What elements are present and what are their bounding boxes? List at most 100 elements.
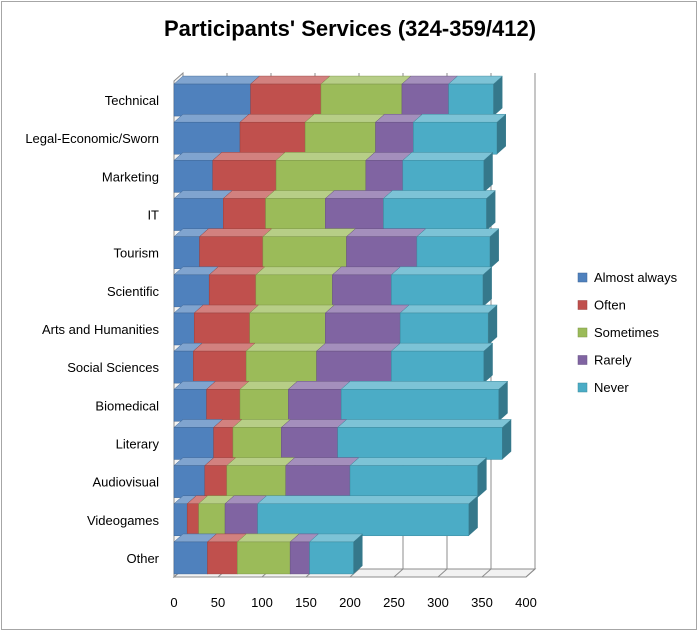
bar-segment bbox=[224, 503, 258, 537]
category-label: Social Sciences bbox=[67, 360, 159, 375]
category-label: IT bbox=[147, 208, 159, 223]
bar-segment bbox=[413, 121, 498, 155]
bar-segment bbox=[289, 541, 310, 575]
bar-segment bbox=[173, 541, 208, 575]
x-tick-label: 50 bbox=[211, 595, 225, 610]
bar-stack bbox=[173, 495, 479, 537]
bar-segment-top bbox=[239, 113, 315, 123]
x-tick-label: 300 bbox=[427, 595, 449, 610]
category-label: Audiovisual bbox=[93, 475, 160, 490]
bar-end-face bbox=[502, 419, 512, 460]
bar-stack bbox=[173, 381, 509, 422]
category-labels: Technical Legal-Economic/Sworn Marketing IT… bbox=[25, 93, 159, 566]
category-label: Arts and Humanities bbox=[42, 322, 160, 337]
bar-segment-top bbox=[236, 533, 300, 543]
bar-segment bbox=[257, 503, 470, 537]
bar-segment bbox=[349, 465, 478, 498]
bar-stack bbox=[173, 304, 498, 346]
bar-segment bbox=[199, 236, 264, 269]
legend-label: Almost always bbox=[594, 270, 678, 285]
bar-segment-top bbox=[249, 75, 331, 85]
category-label: Scientific bbox=[107, 284, 160, 299]
bar-segment bbox=[237, 541, 291, 575]
bar-segment bbox=[173, 83, 251, 117]
bar-segment-top bbox=[208, 266, 266, 276]
bar-segment-top bbox=[264, 190, 336, 199]
bar-segment-top bbox=[304, 113, 386, 123]
bar-stack bbox=[173, 228, 500, 269]
legend-swatch bbox=[577, 382, 588, 393]
bar-segment-top bbox=[173, 113, 250, 123]
bar-stack bbox=[173, 419, 512, 460]
bar-segment-top bbox=[192, 342, 256, 352]
x-tick-labels: 0 50 100 150 200 250 300 350 400 bbox=[170, 595, 536, 610]
legend-swatch bbox=[577, 272, 588, 283]
bar-segment bbox=[332, 274, 392, 308]
bar-segment bbox=[325, 312, 401, 346]
bar-segment bbox=[173, 350, 194, 384]
bar-segment bbox=[399, 312, 489, 346]
bar-end-face bbox=[482, 266, 492, 307]
bar-segment-top bbox=[275, 152, 376, 161]
bar-segment-top bbox=[412, 113, 507, 123]
bar-segment bbox=[226, 465, 287, 498]
bar-segment bbox=[448, 83, 494, 117]
bar-segment-top bbox=[245, 342, 327, 352]
category-label: Other bbox=[126, 551, 159, 566]
bar-segment bbox=[245, 350, 317, 384]
bar-end-face bbox=[483, 152, 493, 193]
bar-stack bbox=[173, 75, 504, 117]
bar-segment bbox=[325, 198, 384, 231]
bar-segment bbox=[206, 389, 241, 422]
bar-segment bbox=[193, 350, 247, 384]
bar-end-face bbox=[489, 228, 499, 269]
bar-segment bbox=[304, 121, 376, 155]
bar-segment-top bbox=[320, 75, 412, 85]
bar-segment-top bbox=[345, 228, 427, 237]
legend-swatch bbox=[577, 300, 588, 310]
floor-gridline bbox=[481, 568, 492, 578]
bar-segment bbox=[275, 160, 367, 193]
bar-segment-top bbox=[262, 228, 357, 237]
bar-segment-top bbox=[280, 419, 348, 428]
bar-stack bbox=[173, 342, 494, 384]
bar-segment bbox=[265, 198, 326, 231]
bar-end-face bbox=[498, 381, 508, 422]
bar-segment-top bbox=[382, 190, 497, 199]
bar-segment bbox=[375, 121, 414, 155]
bar-segment-top bbox=[232, 419, 292, 428]
bar-segment bbox=[402, 160, 485, 193]
bar-segment bbox=[173, 465, 206, 498]
category-label: Videogames bbox=[87, 513, 160, 528]
bar-segment-top bbox=[390, 266, 493, 276]
bar-segment bbox=[173, 236, 200, 269]
bar-segment bbox=[239, 389, 289, 422]
bar-end-face bbox=[493, 76, 503, 117]
category-label: Technical bbox=[105, 93, 159, 108]
bar-segment bbox=[173, 427, 214, 460]
bar-segment bbox=[173, 160, 213, 193]
bar-segment-top bbox=[399, 304, 498, 314]
bar-segment-top bbox=[447, 75, 504, 85]
bar-segment bbox=[262, 236, 347, 269]
chart-title: Participants' Services (324-359/412) bbox=[164, 16, 536, 41]
bar-stack bbox=[173, 190, 497, 231]
bar-segment-top bbox=[401, 75, 459, 85]
bar-segment bbox=[208, 274, 257, 308]
floor-gridline bbox=[525, 568, 536, 578]
bar-segment bbox=[346, 236, 418, 269]
bars bbox=[173, 75, 512, 575]
x-tick-label: 100 bbox=[251, 595, 273, 610]
bar-segment bbox=[391, 274, 484, 308]
bar-segment-top bbox=[173, 75, 261, 85]
bar-segment bbox=[212, 160, 277, 193]
legend-swatch bbox=[577, 355, 588, 365]
bar-segment-top bbox=[340, 381, 509, 390]
bar-segment bbox=[173, 198, 224, 231]
bar-segment bbox=[365, 160, 404, 193]
legend-label: Sometimes bbox=[594, 325, 660, 340]
legend-label: Rarely bbox=[594, 353, 632, 368]
bar-segment-top bbox=[173, 190, 233, 199]
bar-segment-top bbox=[285, 457, 360, 466]
